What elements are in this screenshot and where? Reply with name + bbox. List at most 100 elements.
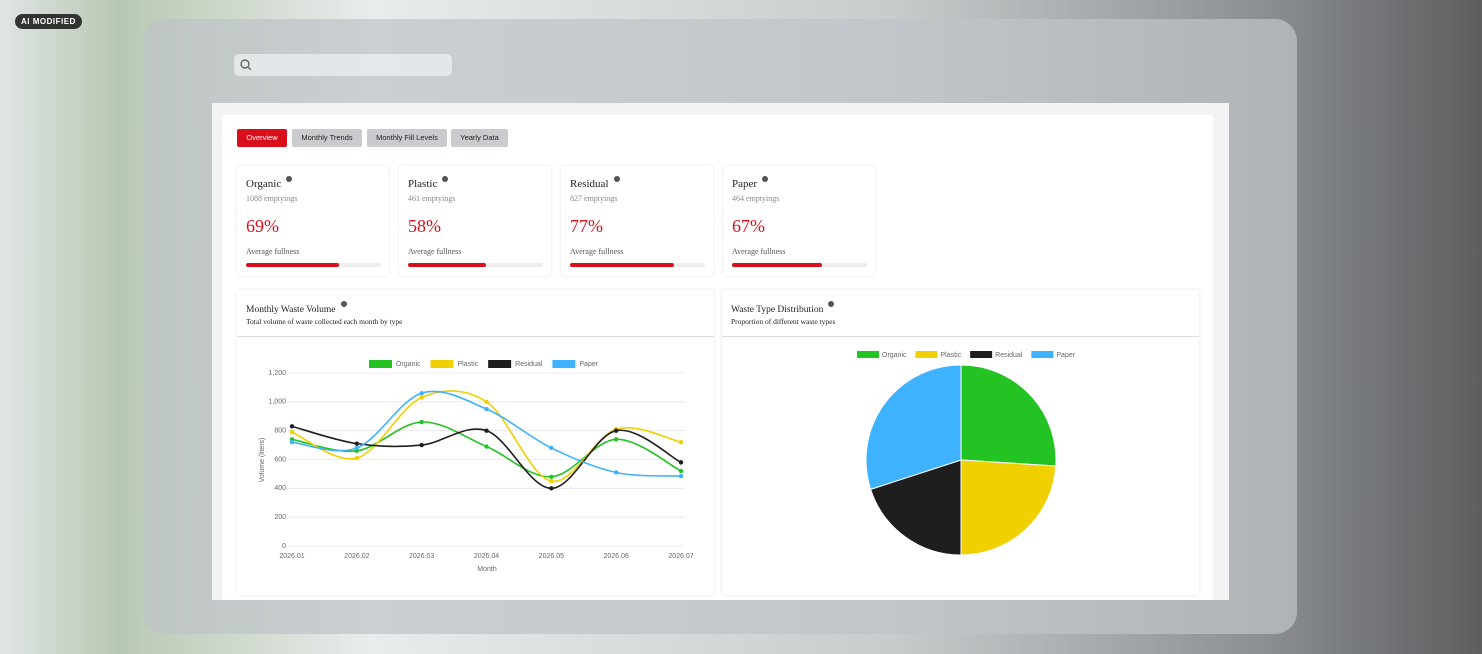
point (613, 428, 619, 433)
point (549, 445, 554, 451)
point (678, 473, 684, 479)
tab[interactable]: Overview (237, 129, 287, 147)
divider (237, 336, 714, 337)
card-caption: Average fullness (732, 247, 786, 256)
divider (722, 336, 1199, 337)
point (419, 390, 424, 396)
card-caption: Average fullness (408, 247, 462, 256)
x-tick-label: 2026.02 (344, 553, 369, 560)
legend-label: Plastic (458, 361, 479, 368)
y-tick-label: 0 (282, 543, 286, 550)
legend-swatch (488, 360, 512, 368)
help-icon[interactable] (442, 176, 449, 182)
y-tick-label: 1,000 (268, 399, 286, 406)
progress-track (570, 263, 705, 267)
legend-label: Paper (579, 361, 598, 368)
card-percent: 77% (570, 216, 603, 236)
point (613, 437, 619, 442)
card-title: Organic (246, 176, 293, 190)
card-name: Organic (246, 178, 282, 190)
point (549, 486, 554, 491)
help-icon[interactable] (340, 301, 347, 307)
line (291, 390, 682, 477)
card-title: Paper (732, 176, 769, 190)
card-name: Residual (570, 178, 609, 190)
point (484, 444, 489, 449)
pie-slice (865, 364, 962, 490)
point (484, 428, 489, 433)
point (678, 468, 684, 474)
point (419, 419, 424, 425)
legend-label: Plastic (941, 352, 962, 359)
chart-title-text: Monthly Waste Volume (246, 305, 336, 315)
progress-track (408, 263, 543, 267)
point (549, 478, 554, 484)
chart-panel: Monthly Waste Volume Total volume of was… (237, 290, 714, 595)
progress-fill (408, 263, 487, 267)
y-tick-label: 200 (274, 514, 286, 521)
legend-swatch (857, 351, 879, 358)
card-emptyings: 464 emptyings (732, 194, 780, 203)
card-title: Residual (570, 176, 620, 190)
card-percent: 67% (732, 216, 765, 236)
search-box[interactable] (234, 54, 452, 76)
point (678, 440, 684, 445)
help-icon[interactable] (613, 176, 620, 182)
legend-swatch (552, 360, 576, 368)
stat-card: Paper 464 emptyings 67% Average fullness (723, 166, 875, 276)
pie-slice (960, 364, 1057, 467)
x-tick-label: 2026.03 (409, 553, 434, 560)
progress-fill (570, 263, 674, 267)
point (484, 406, 489, 412)
legend-label: Paper (1056, 352, 1075, 359)
x-tick-label: 2026.04 (474, 553, 499, 560)
card-caption: Average fullness (246, 247, 300, 256)
chart-title-text: Waste Type Distribution (731, 305, 824, 315)
pie-slice (960, 459, 1057, 556)
card-emptyings: 461 emptyings (408, 194, 456, 203)
stat-card: Organic 1088 emptyings 69% Average fullness (237, 166, 389, 276)
progress-track (246, 263, 381, 267)
point (549, 474, 554, 479)
x-axis-label: Month (477, 566, 497, 573)
tab[interactable]: Monthly Fill Levels (367, 129, 447, 147)
point (678, 460, 684, 465)
card-percent: 69% (246, 216, 279, 236)
legend-label: Residual (995, 352, 1023, 359)
point (289, 424, 295, 429)
pie-slice (870, 459, 962, 556)
chart-subtitle: Proportion of different waste types (731, 317, 836, 326)
y-tick-label: 800 (274, 428, 286, 435)
point (419, 395, 424, 400)
y-tick-label: 1,200 (268, 370, 286, 377)
chart-title: Monthly Waste Volume (246, 301, 347, 315)
tab[interactable]: Yearly Data (451, 129, 508, 147)
badge: AI MODIFIED (15, 14, 82, 29)
card-emptyings: 1088 emptyings (246, 194, 298, 203)
progress-fill (246, 263, 340, 267)
progress-fill (732, 263, 823, 267)
legend-label: Residual (515, 361, 543, 368)
help-icon[interactable] (828, 301, 835, 307)
point (613, 470, 619, 475)
legend-swatch (369, 360, 392, 368)
help-icon[interactable] (762, 176, 769, 182)
point (354, 445, 360, 451)
stat-card: Plastic 461 emptyings 58% Average fullness (399, 166, 551, 276)
legend-label: Organic (882, 352, 907, 359)
line (291, 425, 682, 490)
legend-swatch (970, 351, 993, 358)
legend-swatch (1031, 351, 1054, 358)
chart-title: Waste Type Distribution (731, 301, 835, 315)
point (419, 442, 424, 448)
y-tick-label: 600 (274, 456, 286, 463)
card-title: Plastic (408, 176, 449, 190)
point (289, 429, 295, 435)
point (289, 440, 295, 445)
legend-label: Organic (396, 361, 421, 368)
help-icon[interactable] (286, 176, 293, 182)
tab[interactable]: Monthly Trends (292, 129, 362, 147)
chart-subtitle: Total volume of waste collected each mon… (246, 317, 403, 326)
